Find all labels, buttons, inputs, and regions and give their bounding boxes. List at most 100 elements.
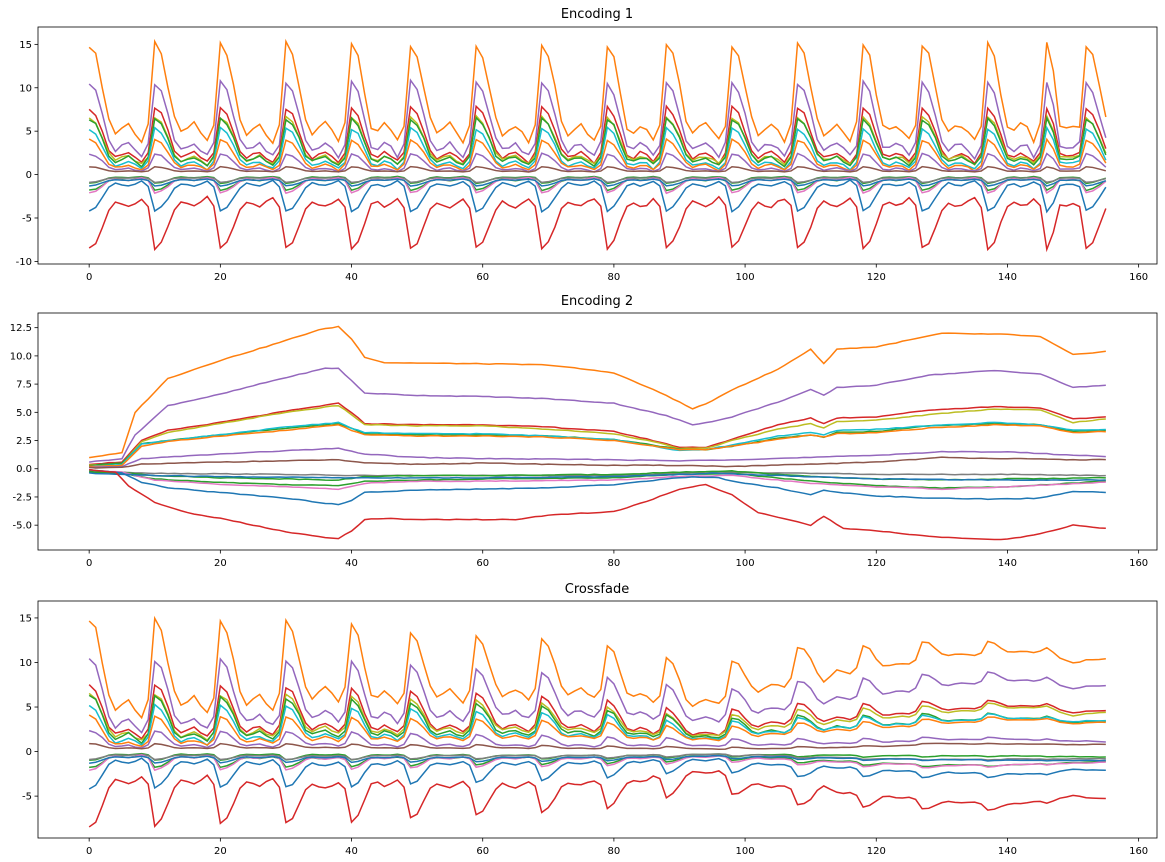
series-layer: [88, 38, 1107, 253]
x-tick-label: 60: [476, 846, 489, 857]
series-line-14: [89, 754, 1106, 764]
x-tick-label: 0: [86, 272, 92, 283]
series-layer: [89, 325, 1106, 541]
x-tick-label: 120: [867, 846, 886, 857]
x-tick-label: 40: [345, 272, 358, 283]
series-line-15: [88, 757, 1106, 790]
y-tick-label: -10: [16, 257, 32, 268]
chart-panel-encoding-2: Encoding 2 0 20 40 60 80 100 120 140 160 -5.0 -2.…: [10, 294, 1158, 569]
chart-panel-crossfade: Crossfade 0 20 40 60 80 100 120 140 160 -5 0 5 10 15: [19, 582, 1158, 857]
x-tick-label: 120: [867, 558, 886, 569]
y-axis: -5 0 5 10 15: [19, 613, 38, 803]
series-line-6: [88, 125, 1107, 172]
x-tick-label: 80: [608, 846, 621, 857]
y-tick-label: 0: [26, 170, 32, 181]
y-tick-label: 15: [19, 613, 32, 624]
x-tick-label: 80: [608, 558, 621, 569]
series-line-7: [88, 714, 1106, 748]
y-tick-label: 5: [26, 127, 32, 138]
y-tick-label: 2.5: [16, 436, 32, 447]
series-line-8: [88, 152, 1107, 173]
series-line-5: [88, 115, 1107, 168]
chart-title: Crossfade: [565, 582, 629, 597]
series-line-13: [89, 469, 1106, 491]
x-tick-label: 20: [214, 272, 227, 283]
plot-frame: [37, 26, 1158, 265]
y-tick-label: -2.5: [12, 492, 32, 503]
y-tick-label: -5.0: [12, 521, 32, 532]
series-line-11: [89, 176, 1107, 184]
series-line-3: [88, 104, 1107, 166]
series-line-4: [88, 692, 1106, 742]
y-tick-label: 0: [26, 747, 32, 758]
plot-frame: [37, 600, 1158, 839]
y-tick-label: -5: [22, 213, 32, 224]
series-line-7: [88, 137, 1107, 172]
y-tick-label: 10.0: [10, 351, 32, 362]
y-tick-label: 10: [19, 658, 32, 669]
series-line-1: [89, 325, 1106, 459]
y-tick-label: 12.5: [10, 323, 32, 334]
y-tick-label: 10: [19, 83, 32, 94]
series-line-2: [88, 657, 1106, 734]
x-tick-label: 40: [345, 846, 358, 857]
series-line-1: [88, 38, 1107, 145]
chart-panel-encoding-1: Encoding 1 0 20 40 60 80 100 120 140 160 -10 -5 0 5…: [16, 7, 1158, 283]
series-line-5: [88, 694, 1106, 745]
y-tick-label: 5.0: [16, 408, 32, 419]
x-tick-label: 100: [736, 272, 755, 283]
y-axis: -10 -5 0 5 10 15: [16, 40, 38, 268]
series-line-16: [89, 468, 1106, 541]
chart-title: Encoding 2: [561, 294, 633, 309]
x-tick-label: 140: [998, 846, 1017, 857]
x-tick-label: 120: [867, 272, 886, 283]
x-axis: 0 20 40 60 80 100 120 140 160: [86, 550, 1148, 569]
series-line-9: [89, 742, 1106, 750]
series-line-16: [88, 195, 1107, 253]
series-line-7: [89, 423, 1106, 468]
y-tick-label: -5: [22, 792, 32, 803]
x-tick-label: 80: [608, 272, 621, 283]
x-tick-label: 160: [1129, 846, 1148, 857]
y-tick-label: 5: [26, 703, 32, 714]
series-line-15: [88, 179, 1107, 214]
x-tick-label: 20: [214, 558, 227, 569]
x-tick-label: 160: [1129, 558, 1148, 569]
x-tick-label: 20: [214, 846, 227, 857]
series-line-6: [89, 421, 1106, 468]
y-tick-label: 15: [19, 40, 32, 51]
plot-frame: [37, 312, 1158, 551]
series-line-8: [88, 729, 1106, 749]
series-line-15: [89, 468, 1106, 506]
y-tick-label: 0.0: [16, 464, 32, 475]
series-line-8: [89, 447, 1106, 469]
x-tick-label: 60: [476, 272, 489, 283]
x-tick-label: 140: [998, 558, 1017, 569]
series-line-6: [88, 703, 1106, 747]
series-line-2: [88, 78, 1107, 161]
series-line-3: [88, 683, 1106, 740]
series-line-16: [88, 770, 1106, 828]
x-tick-label: 0: [86, 558, 92, 569]
y-axis: -5.0 -2.5 0.0 2.5 5.0 7.5 10.0 12.5: [10, 323, 38, 532]
x-tick-label: 160: [1129, 272, 1148, 283]
x-tick-label: 140: [998, 272, 1017, 283]
series-line-9: [89, 456, 1106, 469]
series-line-4: [89, 405, 1106, 466]
series-line-2: [89, 367, 1106, 463]
series-line-9: [89, 165, 1107, 173]
series-line-3: [89, 402, 1106, 466]
series-line-14: [89, 178, 1107, 187]
x-tick-label: 100: [736, 558, 755, 569]
x-tick-label: 60: [476, 558, 489, 569]
x-axis: 0 20 40 60 80 100 120 140 160: [86, 838, 1148, 857]
x-tick-label: 100: [736, 846, 755, 857]
x-tick-label: 40: [345, 558, 358, 569]
series-line-12: [89, 471, 1106, 489]
x-axis: 0 20 40 60 80 100 120 140 160: [86, 264, 1148, 283]
series-line-14: [89, 472, 1106, 482]
y-tick-label: 7.5: [16, 380, 32, 391]
series-layer: [88, 615, 1106, 828]
x-tick-label: 0: [86, 846, 92, 857]
